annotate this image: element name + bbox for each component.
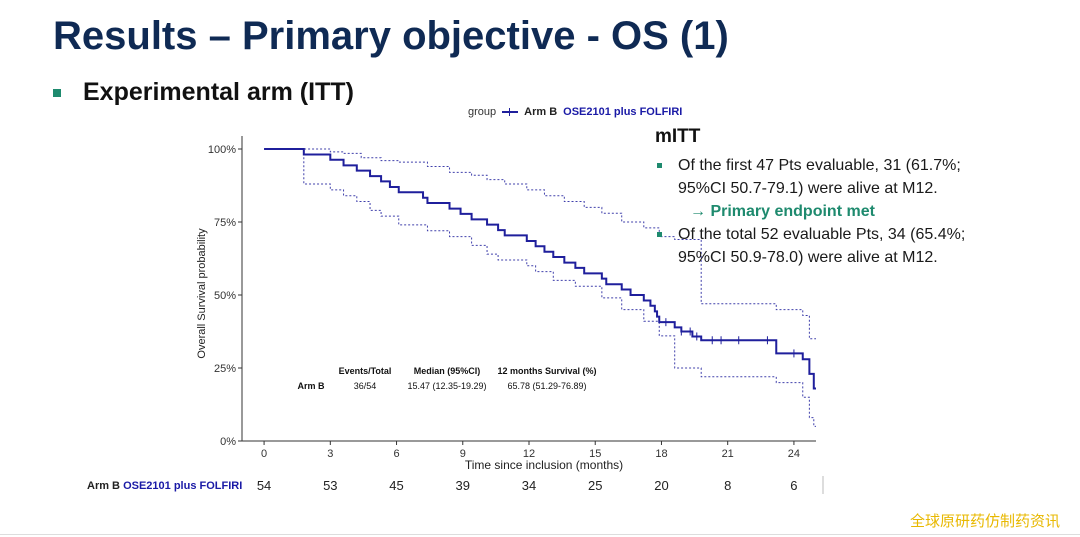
x-tick-label: 12 bbox=[523, 448, 535, 460]
mitt-panel: mITT Of the first 47 Pts evaluable, 31 (… bbox=[655, 126, 1065, 269]
watermark: 全球原研药仿制药资讯 bbox=[909, 513, 1060, 530]
y-tick-label: 50% bbox=[214, 290, 236, 302]
risk-table-label: Arm B OSE2101 plus FOLFIRI bbox=[87, 480, 242, 492]
mitt-item-1-line-2: 95%CI 50.7-79.1) were alive at M12. bbox=[678, 180, 938, 197]
stats-cell: 15.47 (12.35-19.29) bbox=[407, 381, 486, 391]
slide-subtitle: Experimental arm (ITT) bbox=[83, 78, 354, 106]
stats-cell: 36/54 bbox=[354, 381, 377, 391]
at-risk-count: 6 bbox=[790, 478, 797, 493]
chart-legend: group Arm B OSE2101 plus FOLFIRI bbox=[468, 106, 682, 118]
y-tick-label: 100% bbox=[208, 144, 236, 156]
x-tick-label: 3 bbox=[327, 448, 333, 460]
stats-cell: 65.78 (51.29-76.89) bbox=[507, 381, 586, 391]
mitt-item-1: Of the first 47 Pts evaluable, 31 (61.7%… bbox=[655, 154, 1065, 200]
stats-header: Events/Total bbox=[339, 366, 392, 376]
mitt-item-2-line-2: 95%CI 50.9-78.0) were alive at M12. bbox=[678, 249, 938, 266]
at-risk-count: 8 bbox=[724, 478, 731, 493]
legend-arm: Arm B bbox=[524, 106, 558, 118]
x-tick-label: 15 bbox=[589, 448, 601, 460]
x-tick-label: 18 bbox=[655, 448, 667, 460]
primary-endpoint-met: → Primary endpoint met bbox=[690, 203, 875, 220]
y-axis-title: Overall Survival probability bbox=[196, 228, 208, 359]
x-axis-title: Time since inclusion (months) bbox=[465, 458, 623, 472]
y-tick-label: 75% bbox=[214, 217, 236, 229]
at-risk-count: 25 bbox=[588, 478, 602, 493]
x-tick-label: 24 bbox=[788, 448, 800, 460]
at-risk-count: 34 bbox=[522, 478, 536, 493]
at-risk-count: 20 bbox=[654, 478, 668, 493]
x-tick-label: 6 bbox=[393, 448, 399, 460]
risk-drug: OSE2101 plus FOLFIRI bbox=[123, 480, 243, 492]
x-tick-label: 9 bbox=[460, 448, 466, 460]
legend-drug: OSE2101 plus FOLFIRI bbox=[563, 106, 683, 118]
x-tick-label: 21 bbox=[722, 448, 734, 460]
at-risk-count: 54 bbox=[257, 478, 271, 493]
legend-title: group bbox=[468, 106, 497, 118]
y-tick-label: 25% bbox=[214, 363, 236, 375]
at-risk-count: 39 bbox=[456, 478, 470, 493]
square-bullet-icon bbox=[53, 88, 61, 97]
mitt-item-2: Of the total 52 evaluable Pts, 34 (65.4%… bbox=[655, 223, 1065, 269]
y-tick-label: 0% bbox=[220, 436, 236, 448]
stats-header: 12 months Survival (%) bbox=[497, 366, 596, 376]
lower-ci-line bbox=[264, 148, 816, 427]
at-risk-count: 45 bbox=[389, 478, 403, 493]
mitt-item-1-line-1: Of the first 47 Pts evaluable, 31 (61.7%… bbox=[678, 157, 961, 174]
stats-row-label: Arm B bbox=[297, 381, 325, 391]
mitt-heading: mITT bbox=[655, 126, 701, 147]
upper-ci-line bbox=[264, 148, 816, 340]
square-bullet-icon bbox=[657, 232, 662, 237]
subtitle-row: Experimental arm (ITT) bbox=[53, 78, 354, 107]
bottom-divider bbox=[0, 534, 1080, 535]
slide-title: Results – Primary objective - OS (1) bbox=[53, 14, 729, 58]
at-risk-count: 53 bbox=[323, 478, 337, 493]
mitt-item-2-line-1: Of the total 52 evaluable Pts, 34 (65.4%… bbox=[678, 226, 966, 243]
x-tick-label: 0 bbox=[261, 448, 267, 460]
stats-header: Median (95%CI) bbox=[414, 366, 481, 376]
legend-line-icon bbox=[502, 107, 519, 117]
square-bullet-icon bbox=[657, 163, 662, 168]
risk-arm: Arm B bbox=[87, 480, 121, 492]
